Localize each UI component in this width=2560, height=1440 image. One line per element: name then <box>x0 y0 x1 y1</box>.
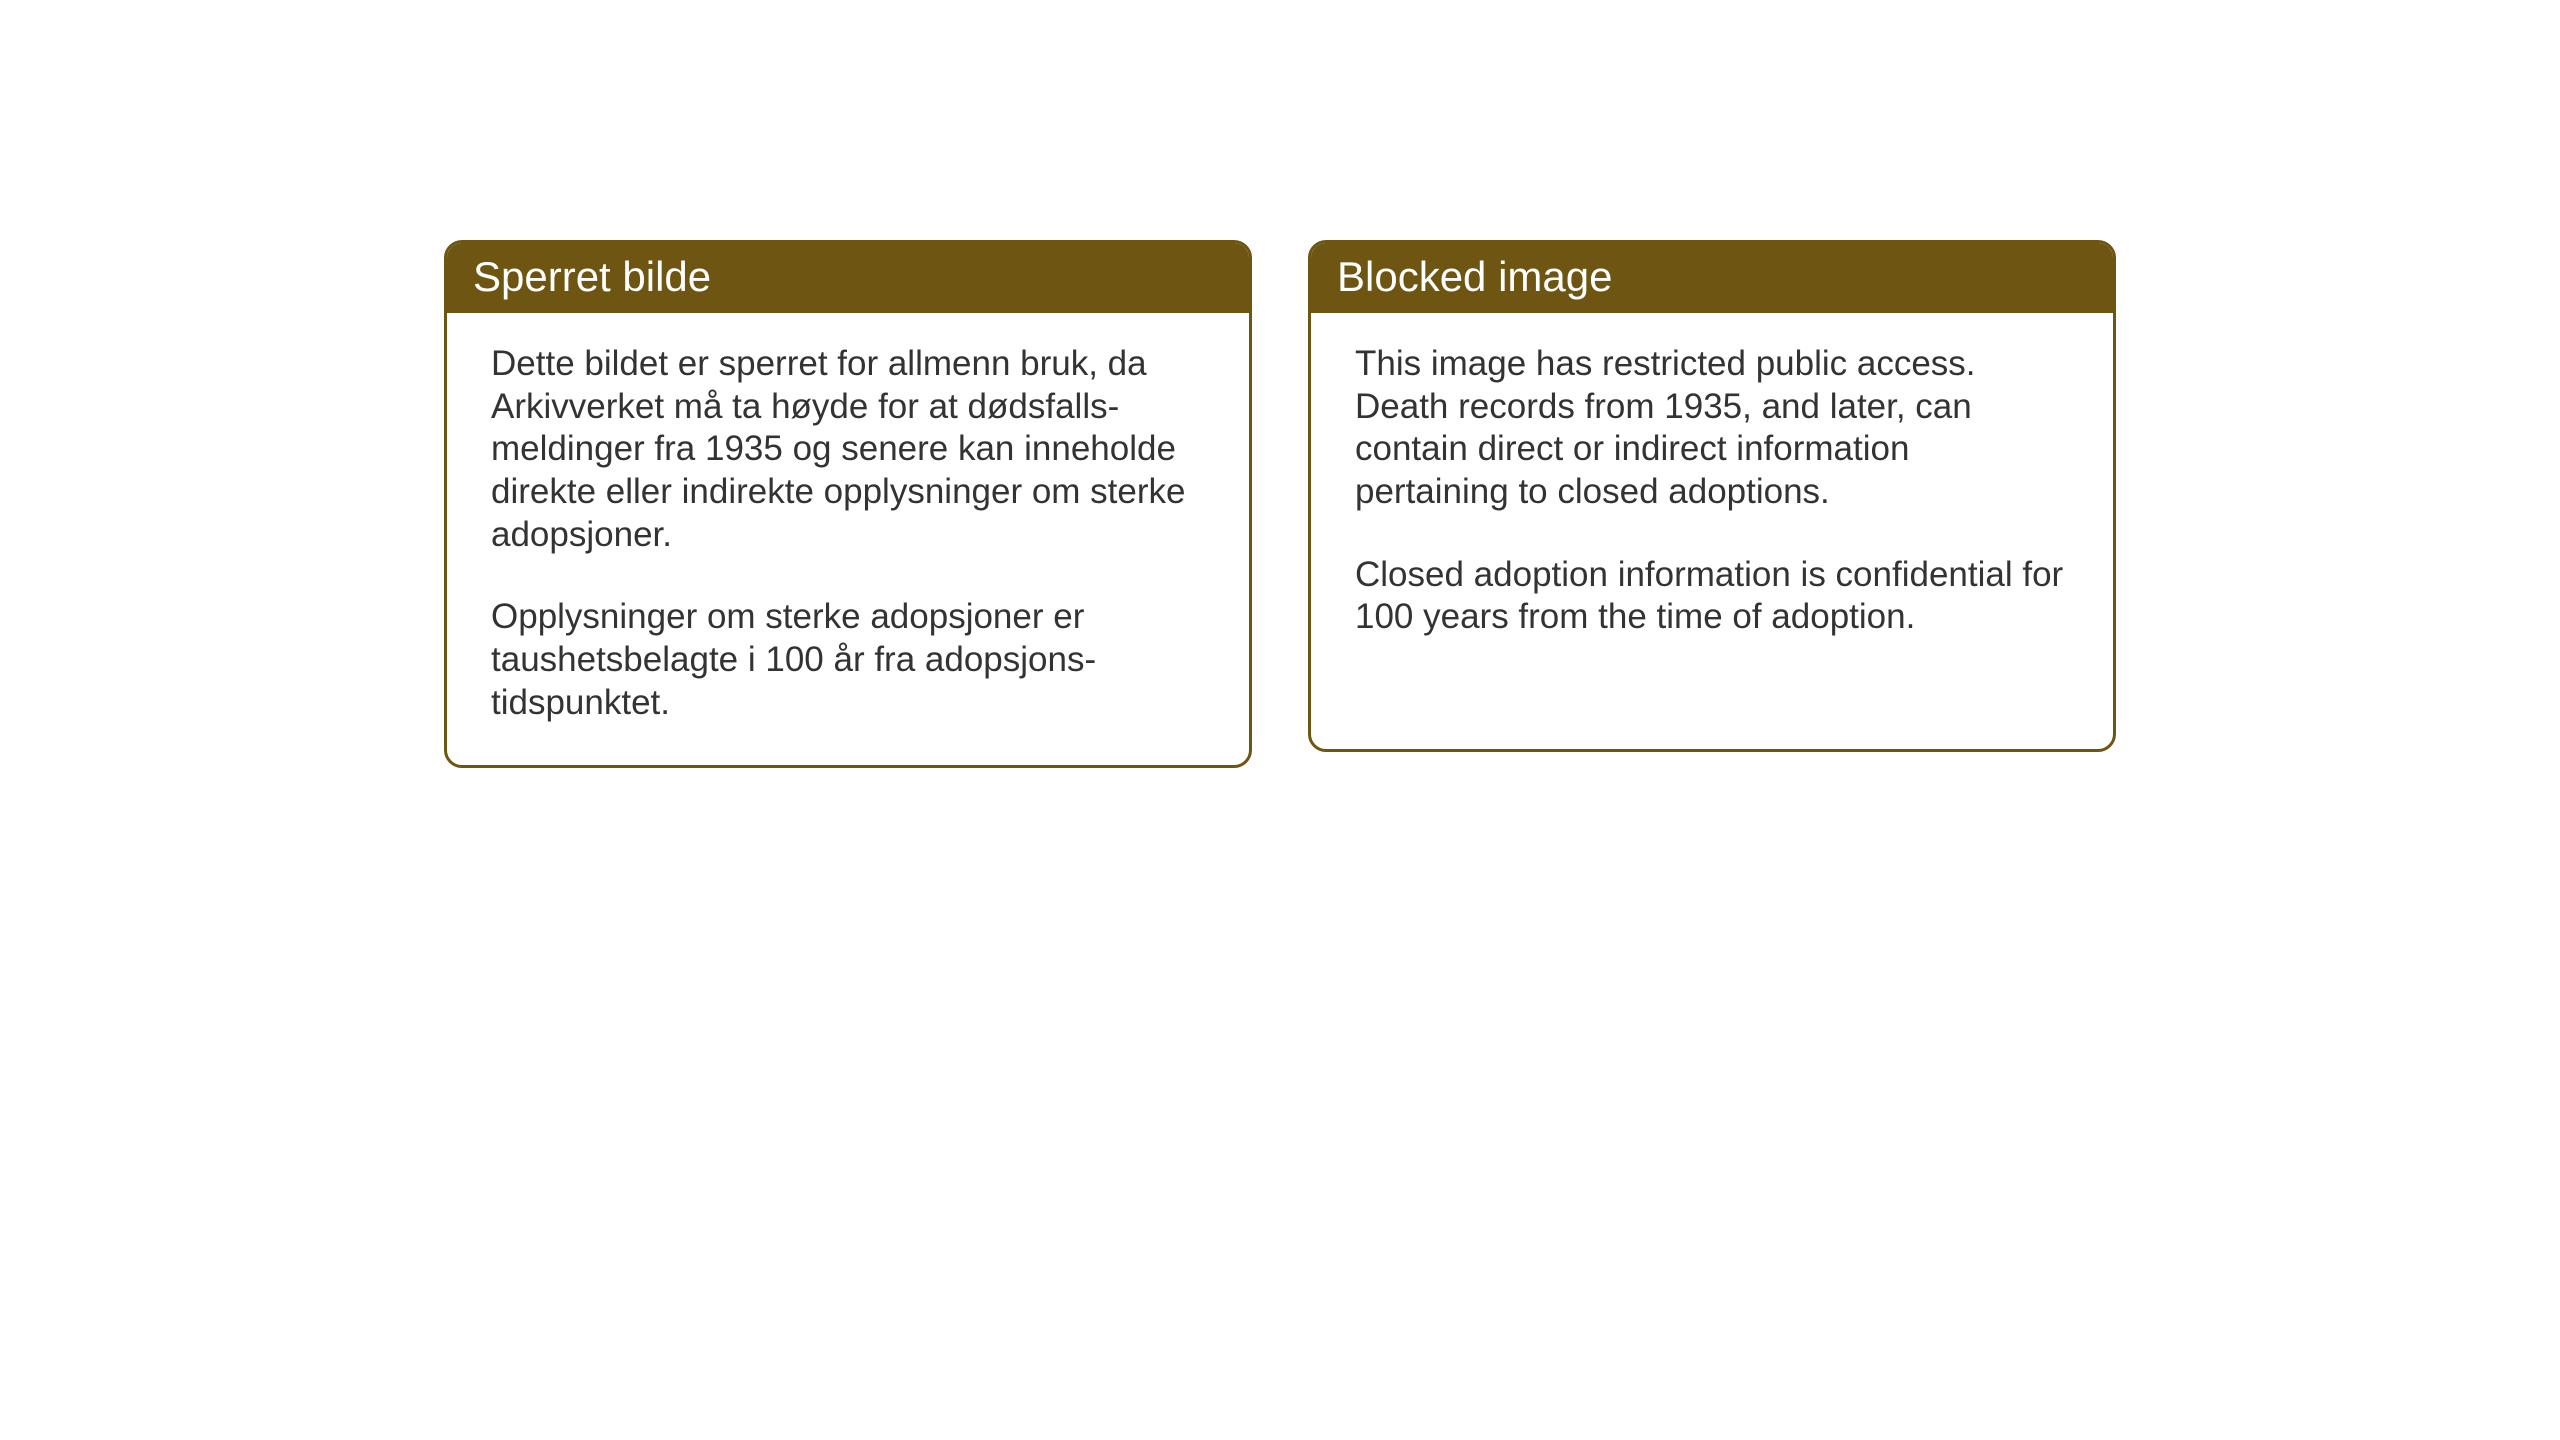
notice-card-english: Blocked image This image has restricted … <box>1308 240 2116 752</box>
card-title-norwegian: Sperret bilde <box>473 253 711 300</box>
card-paragraph: Dette bildet er sperret for allmenn bruk… <box>491 343 1205 556</box>
card-paragraph: This image has restricted public access.… <box>1355 343 2069 514</box>
card-header-norwegian: Sperret bilde <box>447 243 1249 313</box>
notice-container: Sperret bilde Dette bildet er sperret fo… <box>444 240 2116 768</box>
notice-card-norwegian: Sperret bilde Dette bildet er sperret fo… <box>444 240 1252 768</box>
card-title-english: Blocked image <box>1337 253 1612 300</box>
card-paragraph: Closed adoption information is confident… <box>1355 554 2069 639</box>
card-body-english: This image has restricted public access.… <box>1311 313 2113 679</box>
card-body-norwegian: Dette bildet er sperret for allmenn bruk… <box>447 313 1249 765</box>
card-paragraph: Opplysninger om sterke adopsjoner er tau… <box>491 596 1205 724</box>
card-header-english: Blocked image <box>1311 243 2113 313</box>
